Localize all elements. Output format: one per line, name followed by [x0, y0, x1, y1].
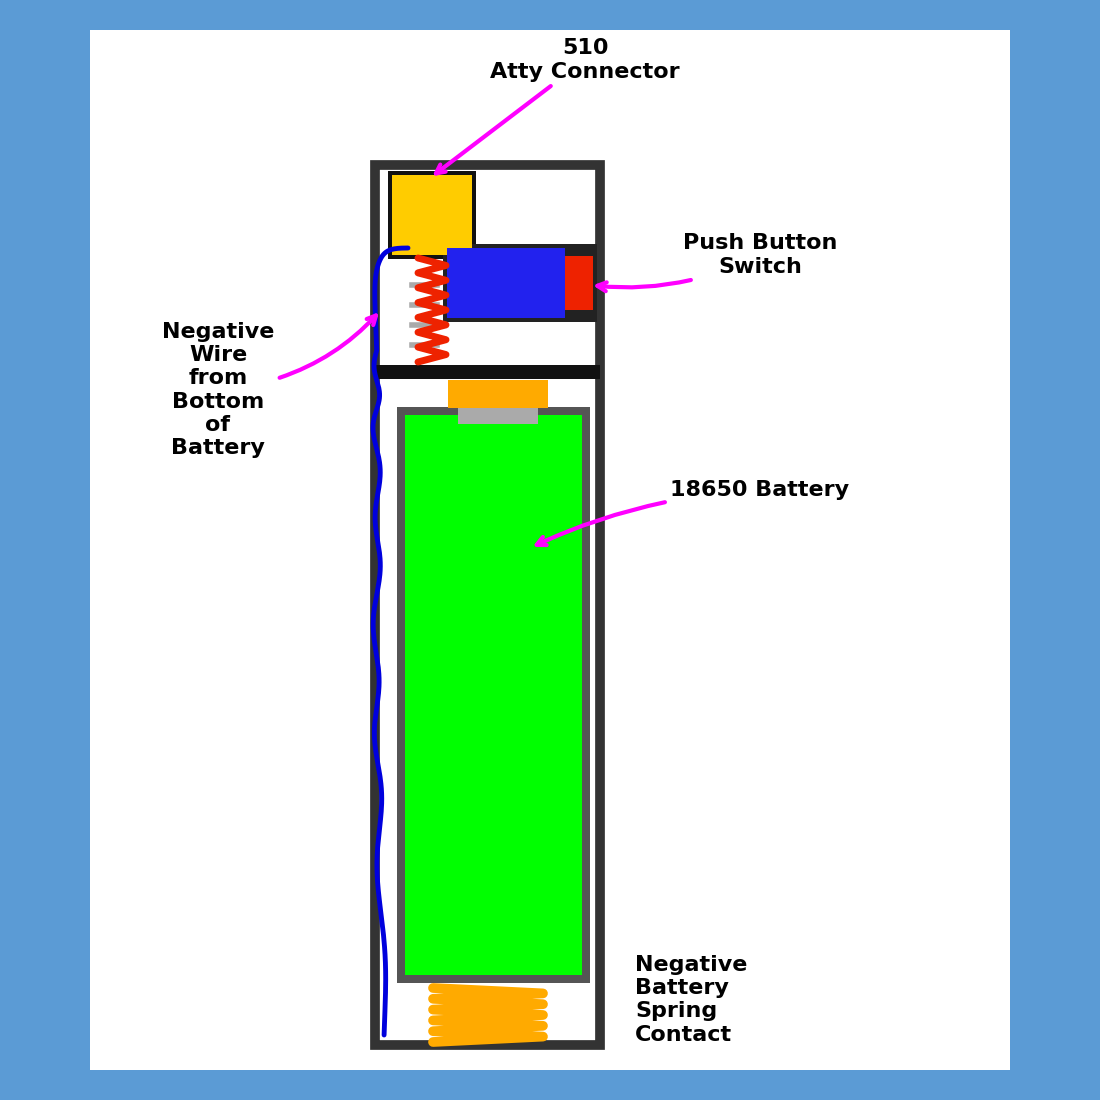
Bar — [565, 256, 593, 310]
Bar — [447, 248, 565, 318]
Bar — [458, 408, 538, 424]
Text: Negative
Wire
from
Bottom
of
Battery: Negative Wire from Bottom of Battery — [162, 316, 376, 458]
Text: 18650 Battery: 18650 Battery — [537, 480, 849, 546]
Bar — [565, 256, 593, 310]
Bar — [375, 365, 600, 380]
Bar — [392, 175, 472, 255]
Bar — [397, 407, 590, 983]
Bar — [90, 30, 1010, 1070]
Bar — [561, 248, 597, 318]
Text: Push Button
Switch: Push Button Switch — [597, 233, 837, 292]
Text: 510
Atty Connector: 510 Atty Connector — [436, 39, 680, 174]
Bar — [443, 244, 597, 322]
Bar — [388, 170, 476, 258]
Bar — [375, 165, 600, 1045]
Text: Negative
Battery
Spring
Contact: Negative Battery Spring Contact — [635, 955, 747, 1045]
Bar — [448, 379, 548, 408]
Bar — [405, 415, 582, 975]
Bar — [447, 248, 565, 318]
